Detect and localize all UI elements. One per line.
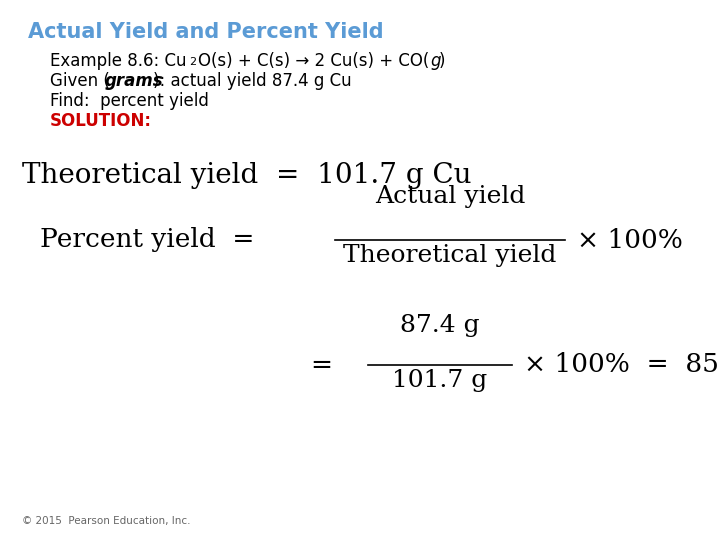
Text: 87.4 g: 87.4 g	[400, 314, 480, 337]
Text: grams: grams	[105, 72, 163, 90]
Text: ): actual yield 87.4 g Cu: ): actual yield 87.4 g Cu	[153, 72, 351, 90]
Text: × 100%  =  85.9%: × 100% = 85.9%	[524, 353, 720, 377]
Text: SOLUTION:: SOLUTION:	[50, 112, 152, 130]
Text: g: g	[430, 52, 441, 70]
Text: Percent yield  =: Percent yield =	[40, 227, 254, 253]
Text: Given (: Given (	[50, 72, 109, 90]
Text: Find:  percent yield: Find: percent yield	[50, 92, 209, 110]
Text: Example 8.6: Cu: Example 8.6: Cu	[50, 52, 186, 70]
Text: Theoretical yield  =  101.7 g Cu: Theoretical yield = 101.7 g Cu	[22, 162, 472, 189]
Text: 101.7 g: 101.7 g	[392, 369, 487, 392]
Text: O(s) + C(s) → 2 Cu(s) + CO(: O(s) + C(s) → 2 Cu(s) + CO(	[198, 52, 429, 70]
Text: Actual Yield and Percent Yield: Actual Yield and Percent Yield	[28, 22, 384, 42]
Text: ): )	[439, 52, 446, 70]
Text: Theoretical yield: Theoretical yield	[343, 244, 557, 267]
Text: =: =	[310, 353, 332, 377]
Text: © 2015  Pearson Education, Inc.: © 2015 Pearson Education, Inc.	[22, 516, 191, 526]
Text: × 100%: × 100%	[577, 227, 683, 253]
Text: 2: 2	[189, 57, 196, 67]
Text: Actual yield: Actual yield	[375, 185, 525, 208]
